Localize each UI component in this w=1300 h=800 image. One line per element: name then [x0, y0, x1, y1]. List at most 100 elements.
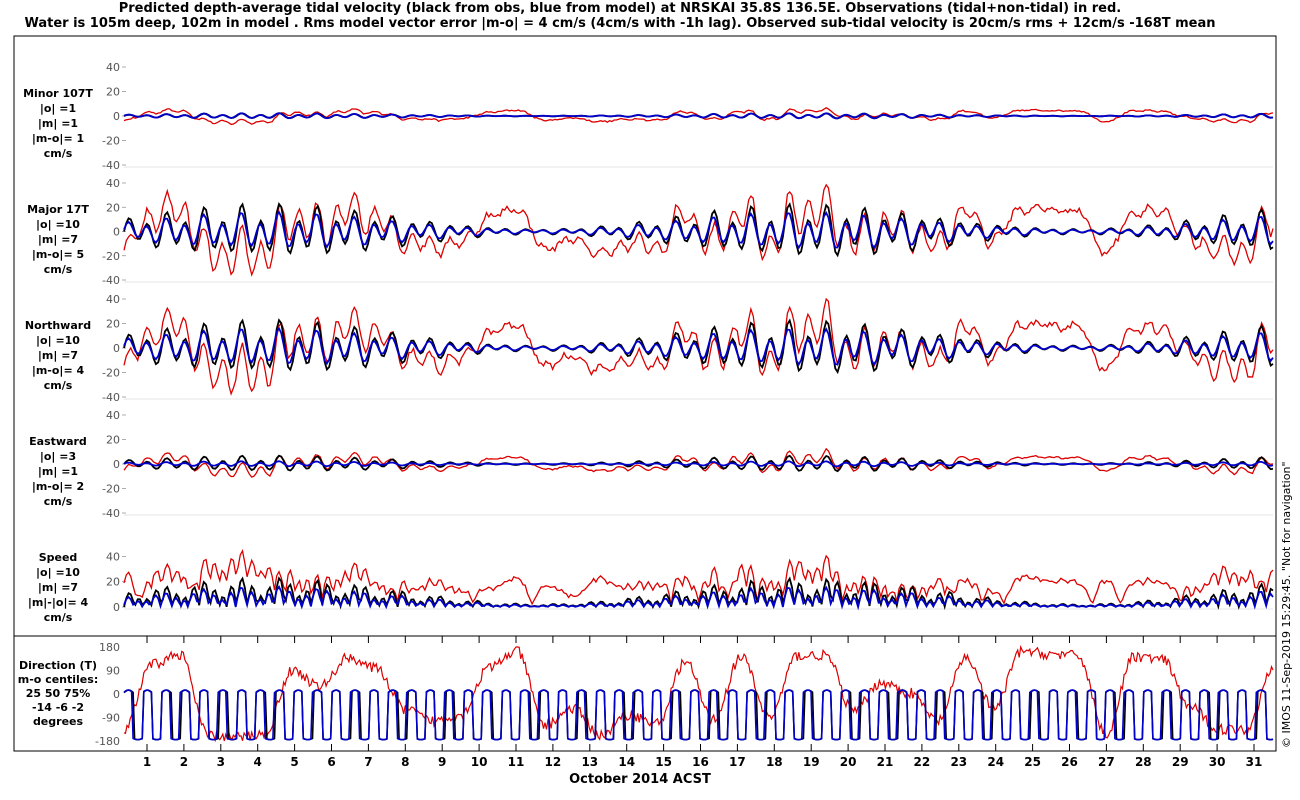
x-tick-label: 9 — [438, 755, 446, 769]
x-tick-label: 29 — [1172, 755, 1189, 769]
y-tick-label: 0 — [113, 226, 120, 239]
series-obs_tidal-line — [123, 318, 1274, 375]
panel-label-line: Major 17T — [27, 203, 89, 216]
y-tick-label: -20 — [102, 250, 120, 263]
panel-label-line: Speed — [39, 551, 78, 564]
x-tick-label: 12 — [545, 755, 562, 769]
panel-label-line: cm/s — [44, 379, 73, 392]
y-tick-label: -40 — [102, 507, 120, 520]
y-tick-label: -40 — [102, 391, 120, 404]
y-tick-label: 90 — [106, 665, 120, 678]
y-tick-label: 0 — [113, 110, 120, 123]
panel-label-line: |o| =1 — [40, 102, 76, 115]
x-tick-label: 28 — [1135, 755, 1152, 769]
x-tick-label: 16 — [692, 755, 709, 769]
panel-2: 40 20 0 -20 -40 Northward |o| =10 |m| =7 |m-o|= … — [25, 293, 1274, 404]
series-model-line — [123, 112, 1274, 120]
y-tick-label: -20 — [102, 135, 120, 148]
series-observed-direction — [123, 644, 1274, 743]
panel-label-line: |m-o|= 2 — [32, 480, 84, 493]
panel-4: 40 20 0 Speed |o| =10 |m| =7 |m|-|o|= 4 cm/s — [28, 549, 1274, 624]
y-tick-label: -40 — [102, 274, 120, 287]
panel-3: 40 20 0 -20 -40 Eastward |o| =3 |m| =1 |m-o|= 2 c… — [29, 409, 1274, 520]
panel-label-line: Minor 107T — [23, 87, 93, 100]
y-tick-label: 40 — [106, 61, 120, 74]
panel-label-line: |m| =7 — [38, 233, 78, 246]
y-tick-label: 180 — [99, 641, 120, 654]
panel-label-line: Eastward — [29, 435, 87, 448]
panel-label-line: Northward — [25, 319, 91, 332]
credit-text: © IMOS 11-Sep-2019 15:29:45. "Not for na… — [1280, 461, 1293, 748]
series-observed-line — [123, 549, 1274, 606]
x-tick-label: 18 — [766, 755, 783, 769]
y-tick-label: 20 — [106, 86, 120, 99]
x-tick-label: 2 — [180, 755, 188, 769]
direction-panel-frame — [13, 635, 1277, 752]
x-tick-label: 7 — [364, 755, 372, 769]
x-tick-label: 24 — [987, 755, 1004, 769]
panel-label-line: Direction (T) — [19, 659, 97, 672]
x-tick-label: 4 — [254, 755, 262, 769]
panel-label-line: |m| =1 — [38, 117, 78, 130]
panel-label-line: |m|-|o|= 4 — [28, 596, 89, 609]
panel-label-line: |m| =7 — [38, 581, 78, 594]
y-tick-label: 0 — [113, 458, 120, 471]
x-tick-label: 22 — [914, 755, 931, 769]
panel-label-line: |m| =7 — [38, 349, 78, 362]
y-tick-label: -20 — [102, 367, 120, 380]
panel-label-line: cm/s — [44, 611, 73, 624]
panel-direction: 180 90 0 -90 -180 Direction (T)m-o centiles:2… — [18, 641, 1274, 748]
panel-1: 40 20 0 -20 -40 Major 17T |o| =10 |m| =7 |m-o|= … — [27, 177, 1274, 287]
x-tick-label: 26 — [1061, 755, 1078, 769]
y-tick-label: 20 — [106, 201, 120, 214]
series-model-line — [123, 326, 1274, 367]
y-tick-label: 20 — [106, 576, 120, 589]
x-tick-label: 19 — [803, 755, 820, 769]
panel-label-line: |m-o|= 4 — [32, 364, 85, 377]
y-tick-label: 0 — [113, 342, 120, 355]
panel-label-line: degrees — [33, 715, 84, 728]
series-model-direction — [123, 689, 1274, 741]
panel-label-line: |m-o|= 5 — [32, 248, 84, 261]
y-tick-label: 20 — [106, 434, 120, 447]
panel-label-line: cm/s — [44, 147, 73, 160]
x-tick-label: 5 — [290, 755, 298, 769]
y-tick-label: -20 — [102, 483, 120, 496]
y-tick-label: 40 — [106, 409, 120, 422]
x-tick-label: 3 — [217, 755, 225, 769]
series-model-line — [123, 460, 1274, 468]
series-observed-line — [123, 183, 1274, 277]
x-tick-label: 13 — [581, 755, 598, 769]
y-tick-label: -40 — [102, 159, 120, 172]
panel-label-line: cm/s — [44, 495, 73, 508]
x-tick-label: 23 — [950, 755, 967, 769]
x-tick-label: 1 — [143, 755, 151, 769]
panel-label-line: |o| =10 — [36, 334, 80, 347]
x-tick-label: 6 — [327, 755, 335, 769]
y-tick-label: 0 — [113, 688, 120, 701]
x-tick-label: 8 — [401, 755, 409, 769]
panel-label-line: |m-o|= 1 — [32, 132, 84, 145]
series-model-line — [123, 210, 1274, 250]
series-obs_tidal-line — [123, 201, 1274, 258]
panel-label-line: |o| =10 — [36, 218, 80, 231]
x-tick-label: 21 — [877, 755, 894, 769]
chart-title-line-1: Predicted depth-average tidal velocity (… — [118, 1, 1122, 16]
y-tick-label: 40 — [106, 293, 120, 306]
panel-label-line: cm/s — [44, 263, 73, 276]
panel-label-line: 25 50 75% — [26, 687, 91, 700]
x-tick-label: 15 — [655, 755, 672, 769]
x-tick-label: 30 — [1209, 755, 1226, 769]
panel-0: 40 20 0 -20 -40 Minor 107T |o| =1 |m| =1 |m-o|= … — [23, 61, 1274, 172]
upper-panels-frame — [13, 35, 1277, 637]
y-tick-label: 40 — [106, 550, 120, 563]
panel-label-line: |m| =1 — [38, 465, 78, 478]
x-axis-label: October 2014 ACST — [569, 772, 711, 787]
y-tick-label: 20 — [106, 318, 120, 331]
x-tick-label: 14 — [618, 755, 635, 769]
y-tick-label: 40 — [106, 177, 120, 190]
x-tick-label: 10 — [471, 755, 488, 769]
x-tick-label: 20 — [840, 755, 857, 769]
panel-label-line: -14 -6 -2 — [32, 701, 84, 714]
